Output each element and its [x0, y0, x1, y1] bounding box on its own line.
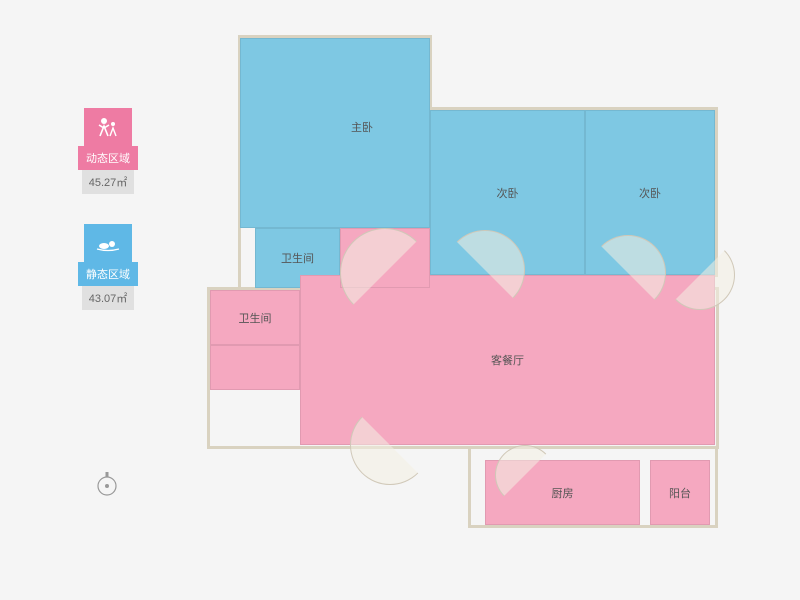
sleep-icon-svg	[95, 233, 121, 253]
room-living-lower	[210, 345, 300, 390]
room-bathroom-2: 卫生间	[210, 290, 300, 345]
legend-static-block: 静态区域 43.07㎡	[78, 224, 138, 310]
people-icon	[84, 108, 132, 146]
room-label-living-dining: 客餐厅	[491, 352, 524, 368]
legend-static-label: 静态区域	[78, 262, 138, 286]
compass-icon	[95, 470, 119, 494]
room-label-bedroom-2: 次卧	[497, 185, 519, 201]
people-icon-svg	[95, 116, 121, 138]
legend-dynamic-value: 45.27㎡	[82, 170, 134, 194]
room-balcony: 阳台	[650, 460, 710, 525]
room-master-bedroom: 主卧	[240, 38, 430, 228]
room-label-master-bedroom: 主卧	[351, 119, 373, 135]
room-label-kitchen: 厨房	[552, 485, 574, 501]
legend-static-value: 43.07㎡	[82, 286, 134, 310]
room-label-bathroom-1: 卫生间	[281, 250, 314, 266]
legend-dynamic-block: 动态区域 45.27㎡	[78, 108, 138, 194]
legend-panel: 动态区域 45.27㎡ 静态区域 43.07㎡	[78, 108, 138, 340]
sleep-icon	[84, 224, 132, 262]
floorplan: 主卧次卧次卧卫生间卫生间客餐厅厨房阳台	[210, 30, 730, 530]
room-label-bedroom-3: 次卧	[639, 185, 661, 201]
room-label-balcony: 阳台	[669, 485, 691, 501]
room-label-bathroom-2: 卫生间	[239, 310, 272, 326]
legend-dynamic-label: 动态区域	[78, 146, 138, 170]
